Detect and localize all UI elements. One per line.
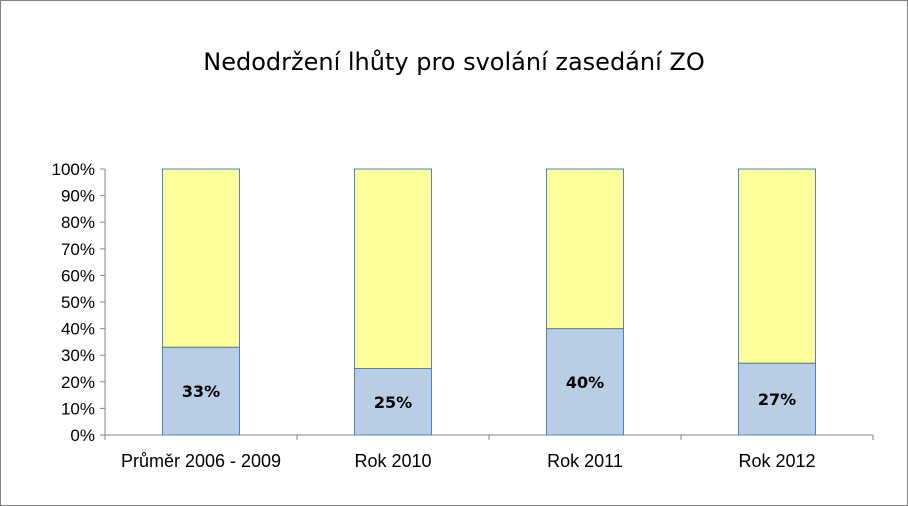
chart-title: Nedodržení lhůty pro svolání zasedání ZO — [203, 48, 705, 76]
y-tick-label: 30% — [61, 346, 95, 365]
y-tick-label: 90% — [61, 187, 95, 206]
y-tick-label: 20% — [61, 373, 95, 392]
bar-segment-lower — [162, 346, 240, 436]
x-category-label: Rok 2010 — [354, 451, 431, 471]
y-tick-label: 70% — [61, 240, 95, 259]
y-tick-label: 10% — [61, 399, 95, 418]
x-category-label: Rok 2011 — [547, 451, 623, 471]
x-category-label: Rok 2012 — [738, 451, 815, 471]
bar-segment-upper — [546, 168, 624, 330]
data-label: 40% — [566, 373, 604, 392]
bar-segment-upper — [162, 168, 240, 348]
data-label: 33% — [182, 382, 220, 401]
y-tick-label: 80% — [61, 213, 95, 232]
y-tick-label: 0% — [70, 426, 95, 445]
bar-segment-lower — [738, 362, 816, 436]
data-label: 27% — [758, 390, 796, 409]
bar-segment-upper — [354, 168, 432, 369]
y-tick-label: 60% — [61, 266, 95, 285]
bar-segment-upper — [738, 168, 816, 364]
x-category-label: Průměr 2006 - 2009 — [121, 451, 281, 471]
y-tick-label: 40% — [61, 320, 95, 339]
y-tick-label: 50% — [61, 293, 95, 312]
data-label: 25% — [374, 393, 412, 412]
y-tick-label: 100% — [52, 160, 95, 179]
